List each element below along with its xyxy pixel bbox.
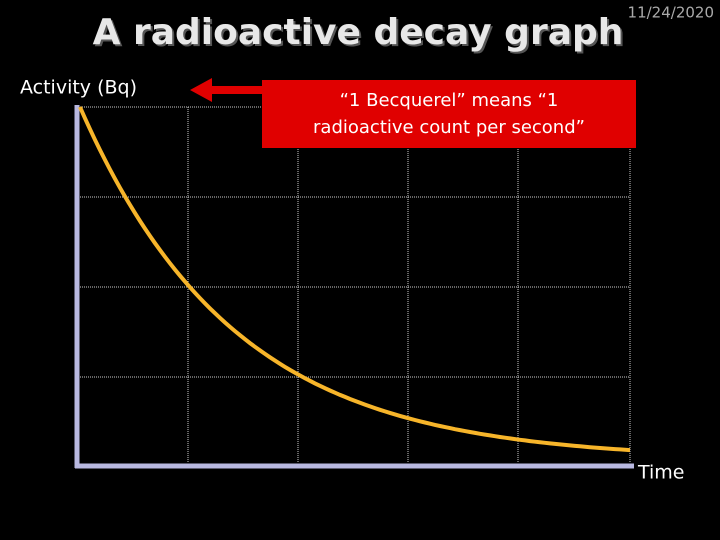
callout-text: “1 Becquerel” means “1 <box>340 90 559 111</box>
date: 11/24/2020 <box>628 4 714 22</box>
decay-curve <box>78 106 631 453</box>
y-axis-label: Activity (Bq) <box>20 77 137 99</box>
title-shadow: A radioactive decay graph <box>95 14 626 55</box>
arrow <box>190 78 266 102</box>
callout-text: radioactive count per second” <box>313 117 585 138</box>
x-axis-label: Time <box>637 462 685 484</box>
title: A radioactive decay graph <box>93 12 624 53</box>
callout-box <box>262 80 636 148</box>
